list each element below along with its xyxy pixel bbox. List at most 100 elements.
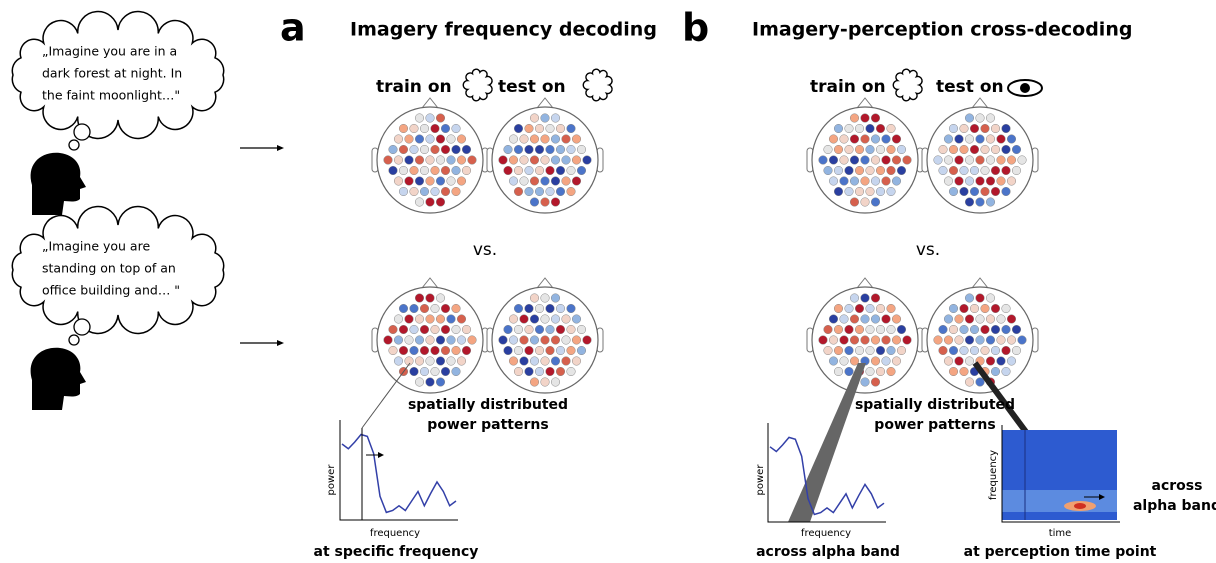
electrode [577,346,586,355]
electrode [535,187,544,196]
electrode [887,346,896,355]
electrode [441,166,450,175]
electrode [882,315,891,324]
electrode [499,336,508,345]
electrode [829,177,838,186]
electrode [834,145,843,154]
electrode [530,156,539,165]
electrode [405,315,414,324]
electrode [431,166,440,175]
electrode [876,346,885,355]
electrode [955,357,964,366]
electrode [871,135,880,144]
electrode [960,145,969,154]
electrode [567,304,576,313]
electrode [535,145,544,154]
electrode [861,336,870,345]
electrode [944,315,953,324]
electrode [535,325,544,334]
electrode [949,304,958,313]
electrode [819,336,828,345]
electrode [520,177,529,186]
electrode [556,166,565,175]
electrode [562,315,571,324]
electrode [840,336,849,345]
electrode [861,135,870,144]
x-axis-label: time [1049,528,1072,539]
electrode [567,166,576,175]
electrode [850,177,859,186]
electrode [887,166,896,175]
electrode [997,135,1006,144]
spectrum-line [342,435,456,513]
y-axis-label: frequency [988,450,999,500]
electrode [986,135,995,144]
electrode [452,304,461,313]
electrode [1012,346,1021,355]
electrode [514,124,523,133]
electrode [525,367,534,376]
electrode [441,325,450,334]
electrode [509,177,518,186]
thought-bubble [69,140,79,150]
electrode [986,357,995,366]
electrode [535,124,544,133]
thought-cloud [893,69,922,101]
electrode [457,135,466,144]
electrode [562,336,571,345]
x-axis-label: frequency [370,528,420,539]
thought-text: „Imagine you are in a [42,44,177,59]
panel-title: Imagery frequency decoding [350,19,657,41]
electrode [986,294,995,303]
electrode [850,294,859,303]
electrode [887,187,896,196]
electrode [546,325,555,334]
electrode [1018,336,1027,345]
electrode [850,315,859,324]
electrode [871,114,880,123]
electrode [389,166,398,175]
electrode [997,177,1006,186]
electrode [504,166,513,175]
arrowhead [277,145,284,151]
electrode [861,294,870,303]
electrode [897,325,906,334]
electrode [436,156,445,165]
electrode [866,187,875,196]
electrode [824,346,833,355]
electrode [845,346,854,355]
head-icon [31,348,86,410]
electrode [871,378,880,387]
electrode [389,145,398,154]
electrode [535,367,544,376]
electrode [1007,156,1016,165]
electrode [551,294,560,303]
thought-bubble [69,335,79,345]
electrode [405,336,414,345]
electrode [541,135,550,144]
electrode [981,124,990,133]
electrode [965,378,974,387]
electrode [850,114,859,123]
electrode [834,124,843,133]
electrode [399,304,408,313]
electrode [882,135,891,144]
electrode [447,177,456,186]
electrode [965,294,974,303]
electrode [866,145,875,154]
electrode [934,156,943,165]
electrode [997,357,1006,366]
electrode [829,357,838,366]
electrode [452,124,461,133]
electrode [426,198,435,207]
electrode [861,315,870,324]
electrode [986,336,995,345]
electrode [939,325,948,334]
electrode [855,325,864,334]
electrode [551,177,560,186]
electrode [546,187,555,196]
electrode [384,336,393,345]
electrode [819,156,828,165]
electrode [976,114,985,123]
electrode [861,378,870,387]
